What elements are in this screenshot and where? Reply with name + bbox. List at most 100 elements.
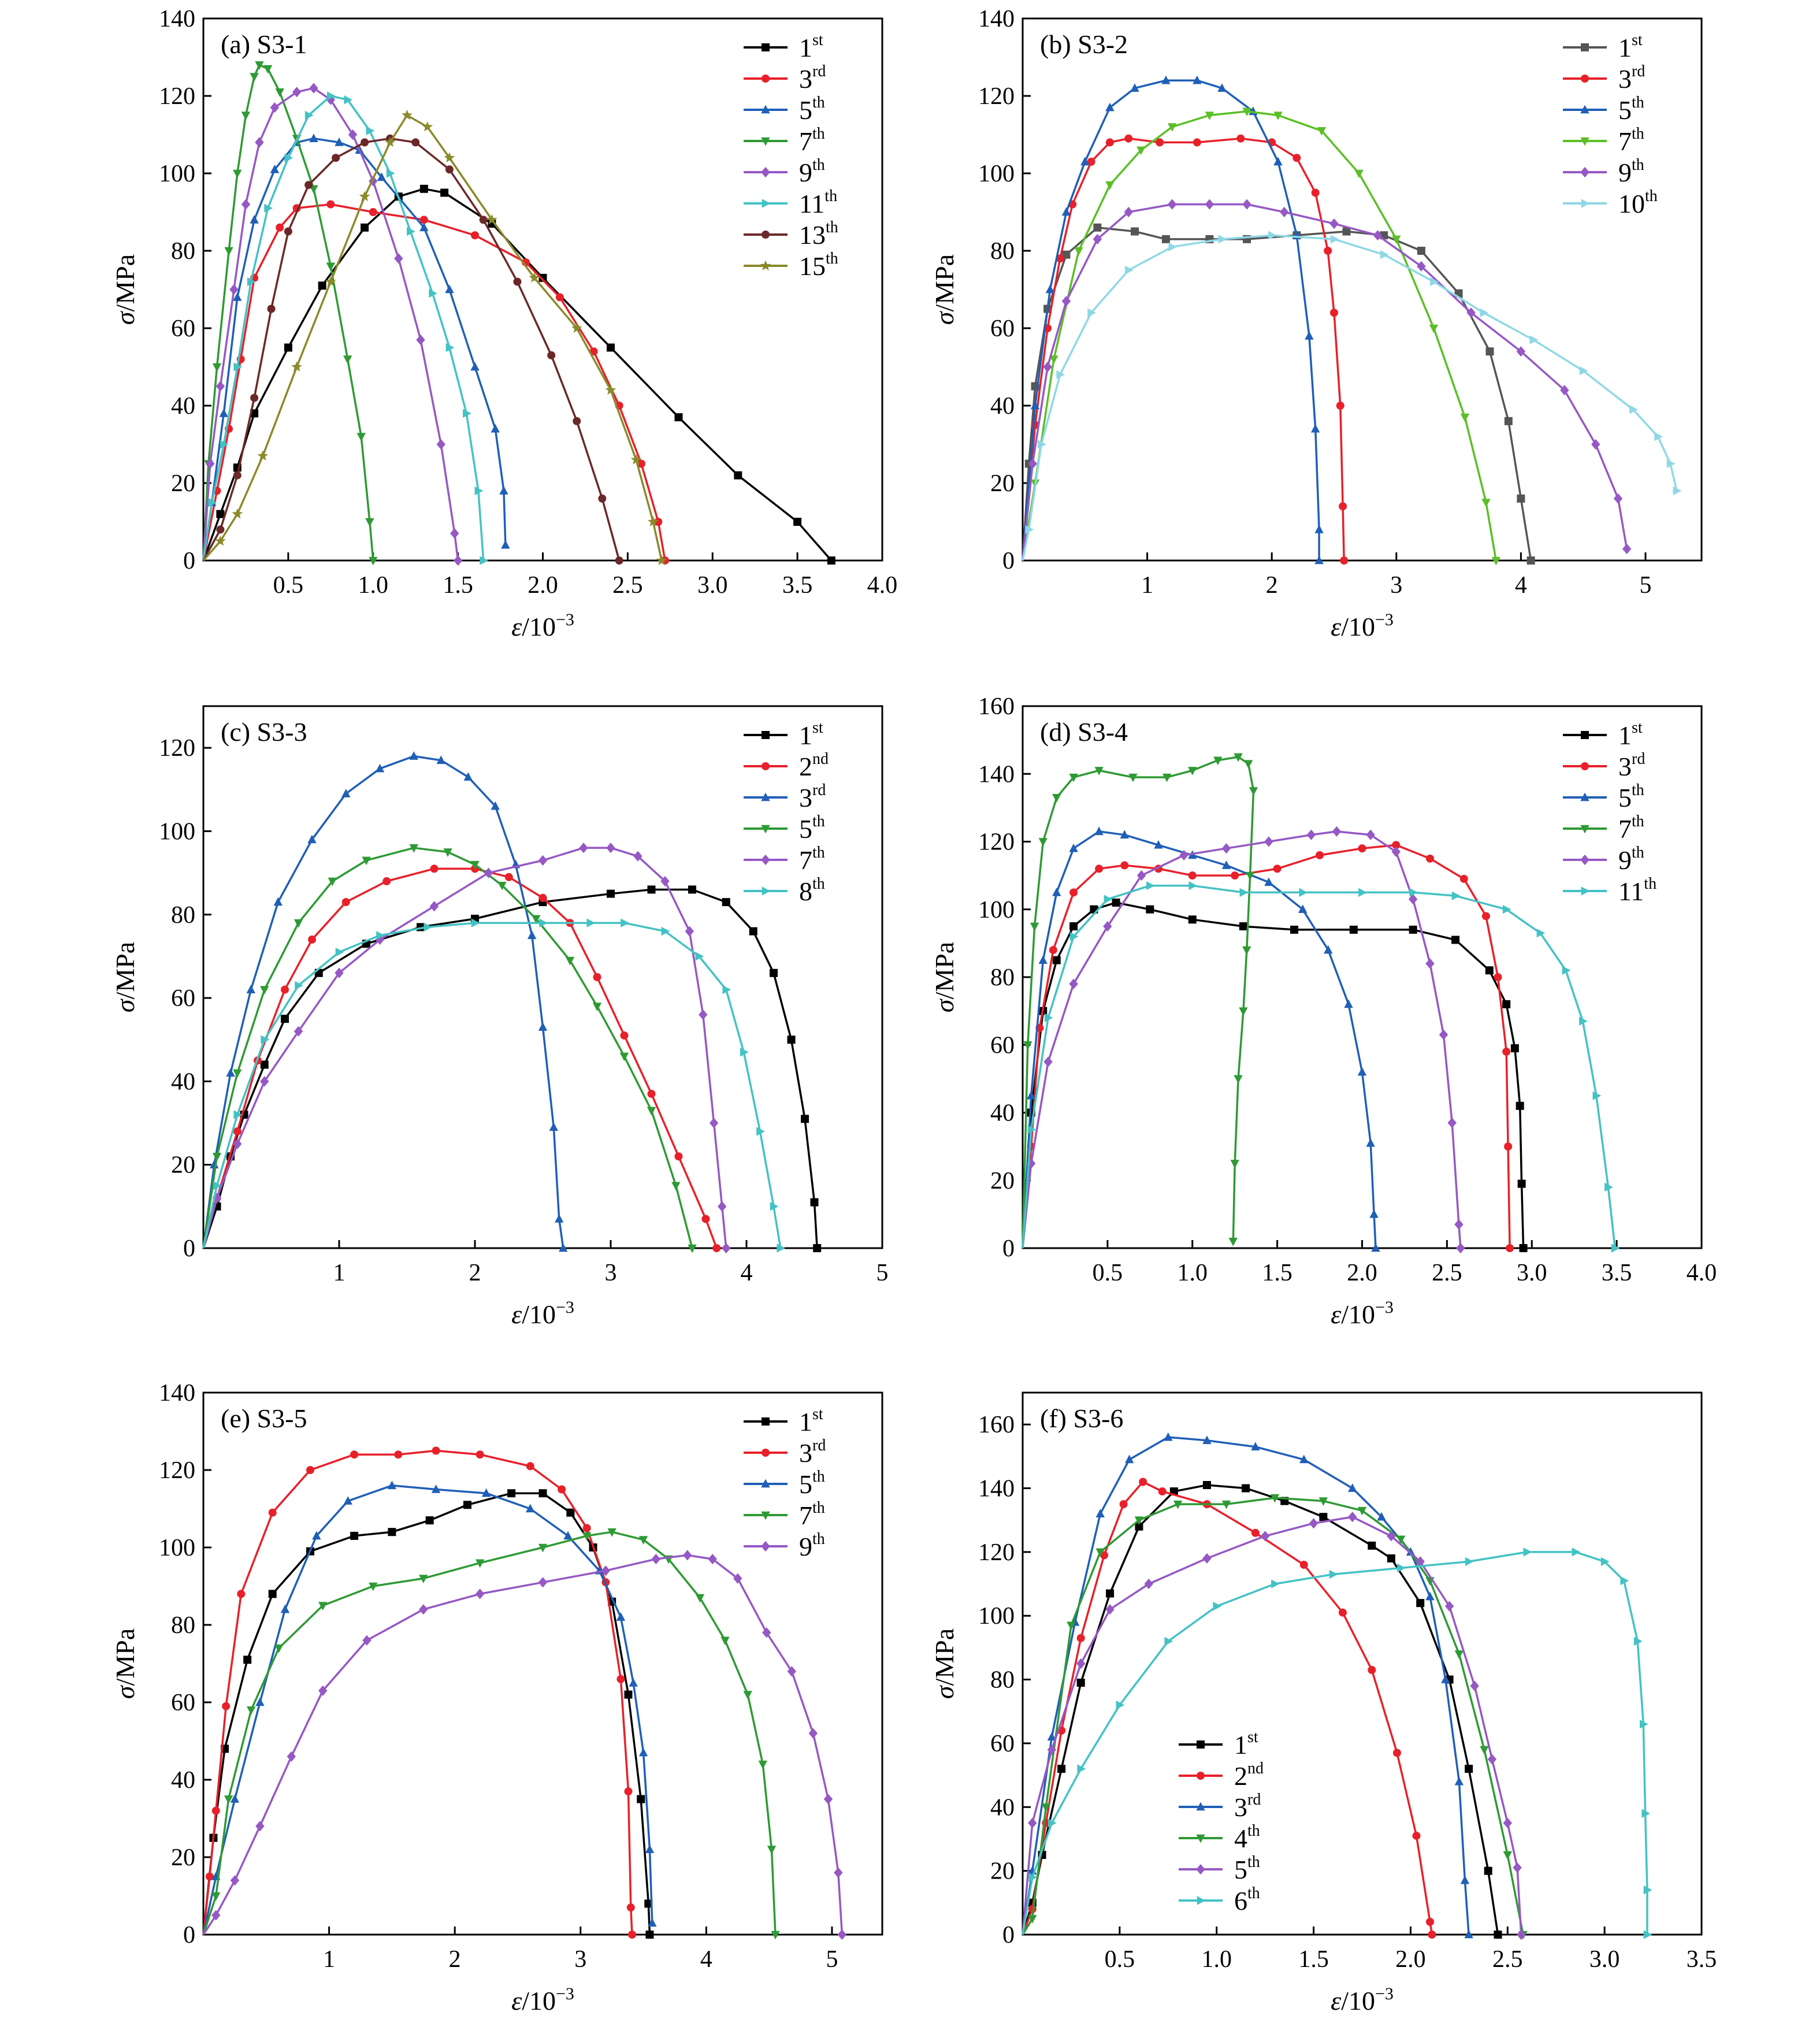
data-point <box>1271 1579 1280 1588</box>
data-point <box>1221 1500 1231 1509</box>
data-point <box>1076 1658 1086 1669</box>
data-point <box>605 384 616 395</box>
data-point <box>1613 493 1623 504</box>
data-point <box>1038 955 1048 964</box>
data-point <box>558 1485 566 1494</box>
series-line <box>202 922 782 1249</box>
data-point <box>1188 881 1198 890</box>
legend-entry: 9th <box>799 156 825 187</box>
x-tick-label: 1.5 <box>1298 1946 1329 1973</box>
data-point <box>688 885 696 894</box>
series-line <box>202 888 818 1249</box>
data-point <box>1600 1557 1610 1567</box>
data-point <box>1044 1013 1053 1023</box>
x-axis-exponent: −3 <box>556 1298 574 1317</box>
legend-label-suffix: th <box>812 1530 825 1548</box>
data-point <box>409 751 418 760</box>
data-point <box>1465 1765 1473 1773</box>
legend-swatch-marker <box>1581 762 1589 770</box>
data-point <box>538 1489 547 1498</box>
x-tick-label: 2.5 <box>1432 1260 1462 1286</box>
data-point <box>699 1009 708 1020</box>
x-axis-unit: /10 <box>1341 1300 1375 1329</box>
data-point <box>1268 231 1277 240</box>
x-axis-unit: /10 <box>522 1986 556 2016</box>
data-point <box>607 343 615 352</box>
y-tick-label: 140 <box>978 1476 1015 1502</box>
legend-label: 3 <box>799 1438 812 1468</box>
data-point <box>294 919 303 928</box>
legend-swatch-marker <box>760 260 771 270</box>
data-point <box>327 91 336 101</box>
data-point <box>1052 956 1061 964</box>
data-point <box>1193 75 1202 84</box>
legend-label-suffix: st <box>812 1405 823 1423</box>
data-point <box>463 409 471 418</box>
data-point <box>499 486 508 495</box>
data-point <box>708 1554 717 1565</box>
data-point <box>1299 888 1308 897</box>
data-point <box>222 1702 231 1710</box>
series-line <box>1022 830 1377 1249</box>
data-point <box>1069 773 1078 782</box>
data-point <box>1392 235 1401 244</box>
x-tick-label: 2.5 <box>612 572 643 599</box>
data-point <box>226 1068 235 1077</box>
legend-label: 13 <box>799 220 826 250</box>
data-point <box>1168 199 1177 210</box>
data-point <box>233 169 242 179</box>
data-point <box>1251 1442 1260 1451</box>
data-point <box>582 1524 591 1532</box>
chart-panel: 0 20 40 60 80 100 120 140 1 2 3 4 5 σ/MPa ε/10−3 (b) S3… <box>930 6 1703 641</box>
legend-label: 7 <box>1618 814 1632 844</box>
data-point <box>443 848 452 857</box>
data-point <box>453 555 463 566</box>
data-point <box>1124 1454 1134 1464</box>
legend-entry: 10th <box>1618 187 1658 218</box>
data-point <box>566 1508 575 1517</box>
x-tick-label: 4 <box>741 1260 753 1286</box>
data-point <box>547 351 556 359</box>
data-point <box>1193 138 1201 147</box>
data-point <box>480 556 489 565</box>
data-point <box>212 363 222 372</box>
legend-label-suffix: rd <box>812 62 826 80</box>
legend-label-suffix: th <box>826 218 838 236</box>
data-point <box>1128 773 1138 782</box>
data-point <box>1217 83 1227 92</box>
data-point <box>1387 1554 1395 1562</box>
data-point <box>1332 826 1342 837</box>
x-tick-label: 4 <box>700 1946 712 1973</box>
series-line <box>1022 1436 1470 1935</box>
data-point <box>328 877 337 886</box>
data-point <box>424 922 433 932</box>
data-point <box>648 516 659 526</box>
data-point <box>647 1107 656 1116</box>
y-axis-label: σ/MPa <box>110 1628 140 1699</box>
data-point <box>630 454 642 465</box>
data-point <box>1047 1732 1057 1741</box>
data-point <box>1041 1803 1050 1812</box>
data-point <box>1380 250 1389 259</box>
data-point <box>1342 227 1351 236</box>
data-point <box>233 362 243 372</box>
series-line <box>202 137 621 561</box>
data-point <box>375 934 385 945</box>
y-tick-label: 40 <box>171 1767 195 1794</box>
series-line <box>202 188 833 562</box>
data-point <box>1056 370 1065 380</box>
legend-swatch-marker <box>1581 43 1589 51</box>
data-point <box>361 138 369 147</box>
data-point <box>1067 1621 1076 1631</box>
y-axis-label: σ/MPa <box>930 1628 959 1699</box>
legend-label: 5 <box>1618 783 1632 812</box>
data-point <box>445 284 454 294</box>
data-point <box>1134 1516 1144 1526</box>
data-point <box>538 273 547 282</box>
data-point <box>1202 1435 1212 1445</box>
legend-swatch-marker <box>1197 1772 1205 1780</box>
x-axis-label: ε/10−3 <box>1331 610 1394 641</box>
data-point <box>1221 843 1231 854</box>
x-tick-label: 3.5 <box>1687 1946 1717 1973</box>
legend-entry: 1st <box>1618 719 1643 750</box>
